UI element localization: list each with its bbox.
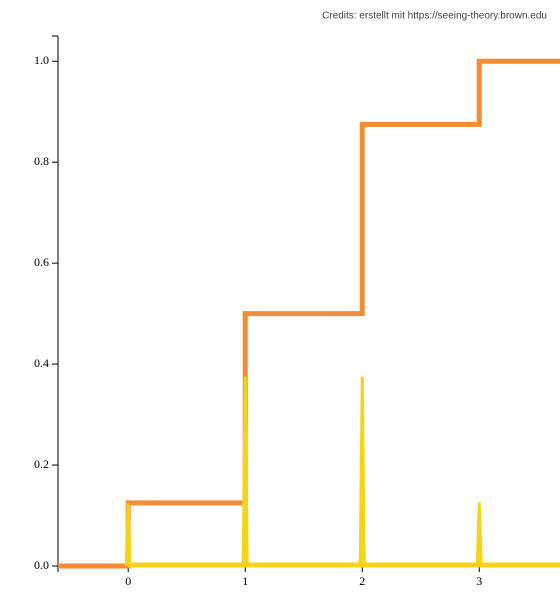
pmf-spike [124, 502, 132, 566]
cdf-line [58, 58, 560, 569]
pmf-spike [358, 376, 366, 566]
y-tick-label: 0.6 [34, 255, 49, 269]
x-tick-label: 2 [359, 574, 365, 588]
y-tick-label: 1.0 [34, 53, 49, 67]
y-tick-label: 0.2 [34, 457, 49, 471]
y-tick-label: 0.0 [34, 558, 49, 572]
pmf-spike [241, 376, 249, 566]
credits: Credits: erstellt mit https://seeing-the… [322, 11, 547, 22]
x-tick-label: 0 [125, 574, 131, 588]
x-tick-label: 1 [242, 574, 248, 588]
x-tick-label: 3 [476, 574, 482, 588]
y-tick-label: 0.8 [34, 154, 49, 168]
y-tick-label: 0.4 [34, 356, 49, 370]
pmf-spike [475, 502, 483, 566]
